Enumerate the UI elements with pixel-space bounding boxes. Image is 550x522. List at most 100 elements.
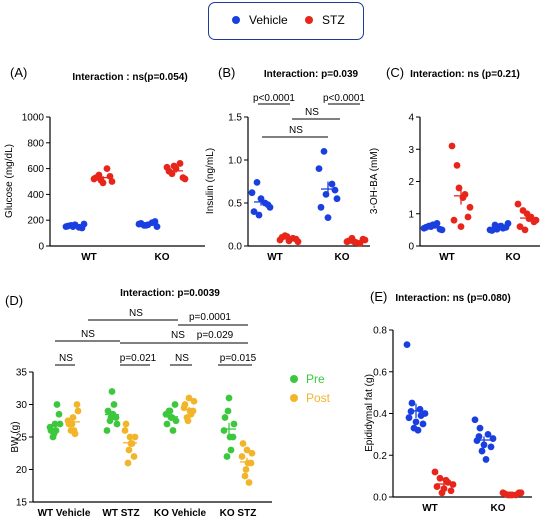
x-tick-label: WT (81, 252, 97, 263)
data-point-post (239, 440, 247, 447)
y-tick-label: 800 (27, 138, 44, 149)
data-point-stz (448, 142, 456, 150)
data-point-vehicle (328, 180, 336, 188)
data-point-post (186, 407, 194, 415)
data-point-vehicle (153, 223, 161, 231)
legend-swatch-stz (305, 16, 313, 24)
data-point-post (126, 433, 134, 441)
x-tick-label: WT Vehicle (38, 508, 91, 519)
data-point-stz (108, 178, 116, 185)
data-point-vehicle (248, 189, 256, 197)
data-point-vehicle (405, 414, 413, 422)
data-point-post (73, 401, 81, 408)
data-point-post (125, 446, 133, 454)
panel-label-c: (C) (386, 65, 404, 80)
data-point-vehicle (253, 178, 261, 186)
data-point-post (70, 427, 78, 434)
data-point-vehicle (255, 211, 263, 219)
data-point-post (69, 414, 77, 421)
data-point-pre (163, 420, 171, 428)
annotation-d: NS (59, 353, 73, 364)
legend-label-pre: Pre (306, 372, 325, 386)
data-point-vehicle (484, 430, 492, 438)
data-point-vehicle (324, 214, 332, 222)
interaction-title-c: Interaction: ns (p=0.21) (410, 69, 520, 80)
annotation-b-vehicle: NS (289, 125, 303, 136)
data-point-stz (431, 468, 439, 476)
y-tick-label: 15 (16, 498, 28, 509)
annotation-d: NS (175, 353, 189, 364)
data-point-pre (220, 427, 228, 434)
y-axis-label-c: 3-OH-BA (mM) (369, 148, 380, 214)
data-point-vehicle (480, 441, 488, 449)
y-axis-label-d: BW (g) (10, 421, 21, 452)
data-point-vehicle (436, 225, 444, 233)
data-point-stz (447, 487, 455, 495)
data-point-post (190, 397, 198, 405)
data-point-pre (110, 401, 118, 408)
data-point-stz (170, 162, 178, 170)
y-tick-label: 1.0 (228, 156, 242, 167)
annotation-d: p=0.029 (197, 330, 234, 341)
data-point-pre (171, 401, 179, 408)
data-point-post (131, 433, 139, 441)
data-point-pre (55, 410, 63, 418)
data-point-vehicle (317, 203, 325, 211)
legend-label-vehicle: Vehicle (249, 13, 288, 27)
legend: Vehicle STZ (208, 2, 364, 40)
data-point-pre (56, 420, 64, 428)
data-point-vehicle (431, 221, 439, 229)
y-axis-label-b: Insulin (ng/mL) (205, 148, 216, 214)
y-tick-label: 400 (27, 190, 44, 201)
annotation-d: NS (129, 308, 143, 319)
data-point-pre (226, 433, 234, 441)
data-point-pre (223, 453, 231, 460)
data-point-stz (350, 238, 358, 246)
data-point-vehicle (414, 426, 422, 434)
y-tick-label: 1000 (22, 113, 45, 124)
data-point-vehicle (333, 195, 341, 203)
data-point-vehicle (264, 201, 272, 209)
data-point-pre (103, 427, 111, 434)
y-tick-label: 0.5 (228, 199, 242, 210)
data-point-stz (438, 489, 446, 497)
legend-label-post: Post (306, 391, 331, 405)
annotation-b-cross: NS (305, 107, 319, 118)
data-point-pre (52, 427, 60, 434)
data-point-vehicle (497, 222, 505, 230)
data-point-stz (106, 172, 114, 180)
data-point-pre (166, 407, 174, 415)
y-tick-label: 600 (27, 164, 44, 175)
data-point-vehicle (315, 165, 323, 173)
y-tick-label: 0.0 (373, 493, 387, 504)
data-point-post (122, 420, 130, 428)
data-point-pre (168, 414, 176, 421)
data-point-vehicle (408, 399, 416, 407)
y-axis-label-e: Epididymal fat (g) (364, 374, 375, 452)
data-point-post (245, 479, 253, 486)
data-point-stz (450, 216, 458, 224)
x-tick-label: WT (439, 252, 455, 263)
data-point-stz (433, 483, 441, 490)
data-point-pre (53, 401, 61, 408)
data-point-pre (169, 427, 177, 434)
annotation-d: NS (81, 329, 95, 340)
data-point-post (185, 394, 193, 402)
data-point-pre (113, 420, 121, 428)
annotation-b-wt: p<0.0001 (253, 93, 295, 104)
legend-swatch-post (290, 394, 298, 402)
data-point-vehicle (403, 341, 411, 349)
data-point-stz (515, 489, 523, 497)
data-point-vehicle (489, 435, 497, 442)
data-point-stz (436, 474, 444, 482)
data-point-pre (230, 420, 238, 428)
data-point-pre (108, 388, 116, 395)
x-tick-label: KO Vehicle (154, 508, 207, 519)
legend-item-vehicle: Vehicle (232, 13, 288, 27)
data-point-vehicle (320, 148, 328, 155)
data-point-stz (530, 218, 538, 226)
y-tick-label: 0 (408, 242, 414, 253)
y-tick-label: 200 (27, 216, 44, 227)
x-tick-label: KO STZ (220, 508, 257, 519)
data-point-vehicle (478, 447, 486, 455)
